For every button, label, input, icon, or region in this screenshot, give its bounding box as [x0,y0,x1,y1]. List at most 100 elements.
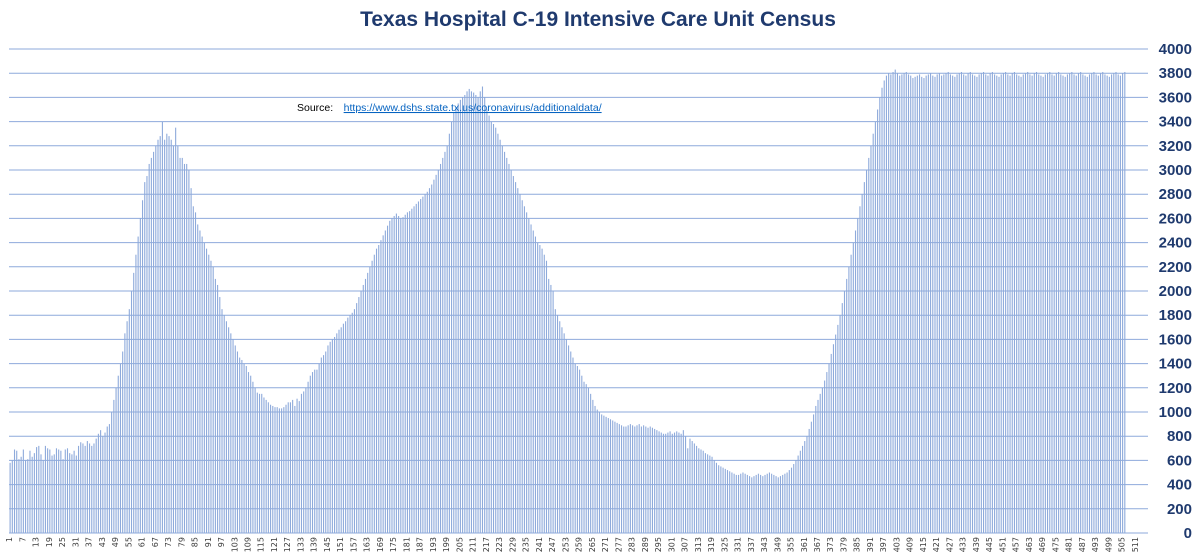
y-tick-label: 1600 [1159,331,1192,348]
x-tick-label: 181 [402,537,411,552]
bar [1024,73,1027,533]
bar [159,136,161,533]
bar [133,272,135,533]
bar [298,401,300,533]
y-tick-label: 3800 [1159,65,1192,82]
bar [941,75,943,534]
gridlines [9,48,1148,510]
bar [122,351,124,533]
bar [905,71,907,534]
bar [413,206,415,534]
bar [799,450,801,533]
bar [338,329,340,533]
bar [239,357,241,533]
bar [164,139,166,533]
x-tick-label: 439 [972,537,981,552]
bar [623,426,625,533]
bar [492,124,495,534]
bar [58,449,60,533]
bar [733,473,735,533]
x-tick-label: 25 [58,537,67,547]
bar [294,405,296,533]
bar [574,363,576,533]
bar [194,212,197,533]
x-tick-label: 469 [1038,537,1047,552]
bar [73,450,75,533]
bar [512,176,514,534]
bar [258,393,261,533]
bar [1055,73,1057,533]
bar [638,424,640,533]
bar [821,387,823,533]
bar [411,208,413,533]
bar [232,339,234,533]
bar [658,431,660,533]
bar [495,127,497,534]
bar [219,297,221,533]
x-tick-label: 223 [495,537,504,552]
bar [879,97,881,534]
bar [351,312,353,533]
x-tick-label: 139 [310,537,319,552]
bar [29,450,31,533]
y-tick-label: 1800 [1159,307,1192,324]
bar [795,460,797,533]
bar [1000,74,1002,533]
bar [620,425,623,533]
bar [576,366,578,533]
x-tick-label: 235 [522,537,531,552]
bar [552,291,554,533]
bar [735,474,737,533]
bar [1062,75,1064,534]
x-tick-label: 385 [853,537,862,552]
source-link[interactable]: https://www.dshs.state.tx.us/coronavirus… [344,102,602,114]
bar [985,74,987,533]
bar [1005,71,1007,534]
bar [462,97,464,534]
x-tick-label: 367 [813,537,822,552]
y-tick-label: 1400 [1159,356,1192,373]
bar [671,433,673,533]
bar [402,217,404,533]
bar [949,74,951,533]
bar [983,71,985,534]
bar [528,218,530,533]
bar [406,212,408,533]
bar [596,409,598,533]
x-tick-label: 169 [376,537,385,552]
bar [797,455,799,533]
bar [654,428,656,533]
bar [64,449,66,533]
bar [252,381,254,533]
bar [914,76,916,533]
bar [1104,74,1106,533]
bar [1011,73,1013,533]
bar [585,384,587,533]
y-tick-label: 400 [1167,477,1192,494]
bar [353,309,355,533]
bar [247,372,250,533]
bar [475,94,477,533]
bar [270,404,272,533]
bar [409,211,411,533]
bar [38,445,40,533]
bar [874,121,876,533]
x-tick-label: 247 [548,537,557,552]
bar [921,76,923,533]
bar [225,321,227,533]
bar [960,71,963,534]
bar [857,218,859,533]
bar [996,75,998,534]
bar [958,73,960,533]
bar [888,73,890,533]
bar [1064,76,1066,533]
bar [267,402,269,533]
bar [375,248,378,533]
x-tick-label: 61 [138,537,147,547]
bar [150,157,152,533]
x-tick-label: 313 [694,537,703,552]
bar [969,71,971,534]
bar [451,121,453,533]
bar [594,405,596,533]
bar [349,315,351,533]
